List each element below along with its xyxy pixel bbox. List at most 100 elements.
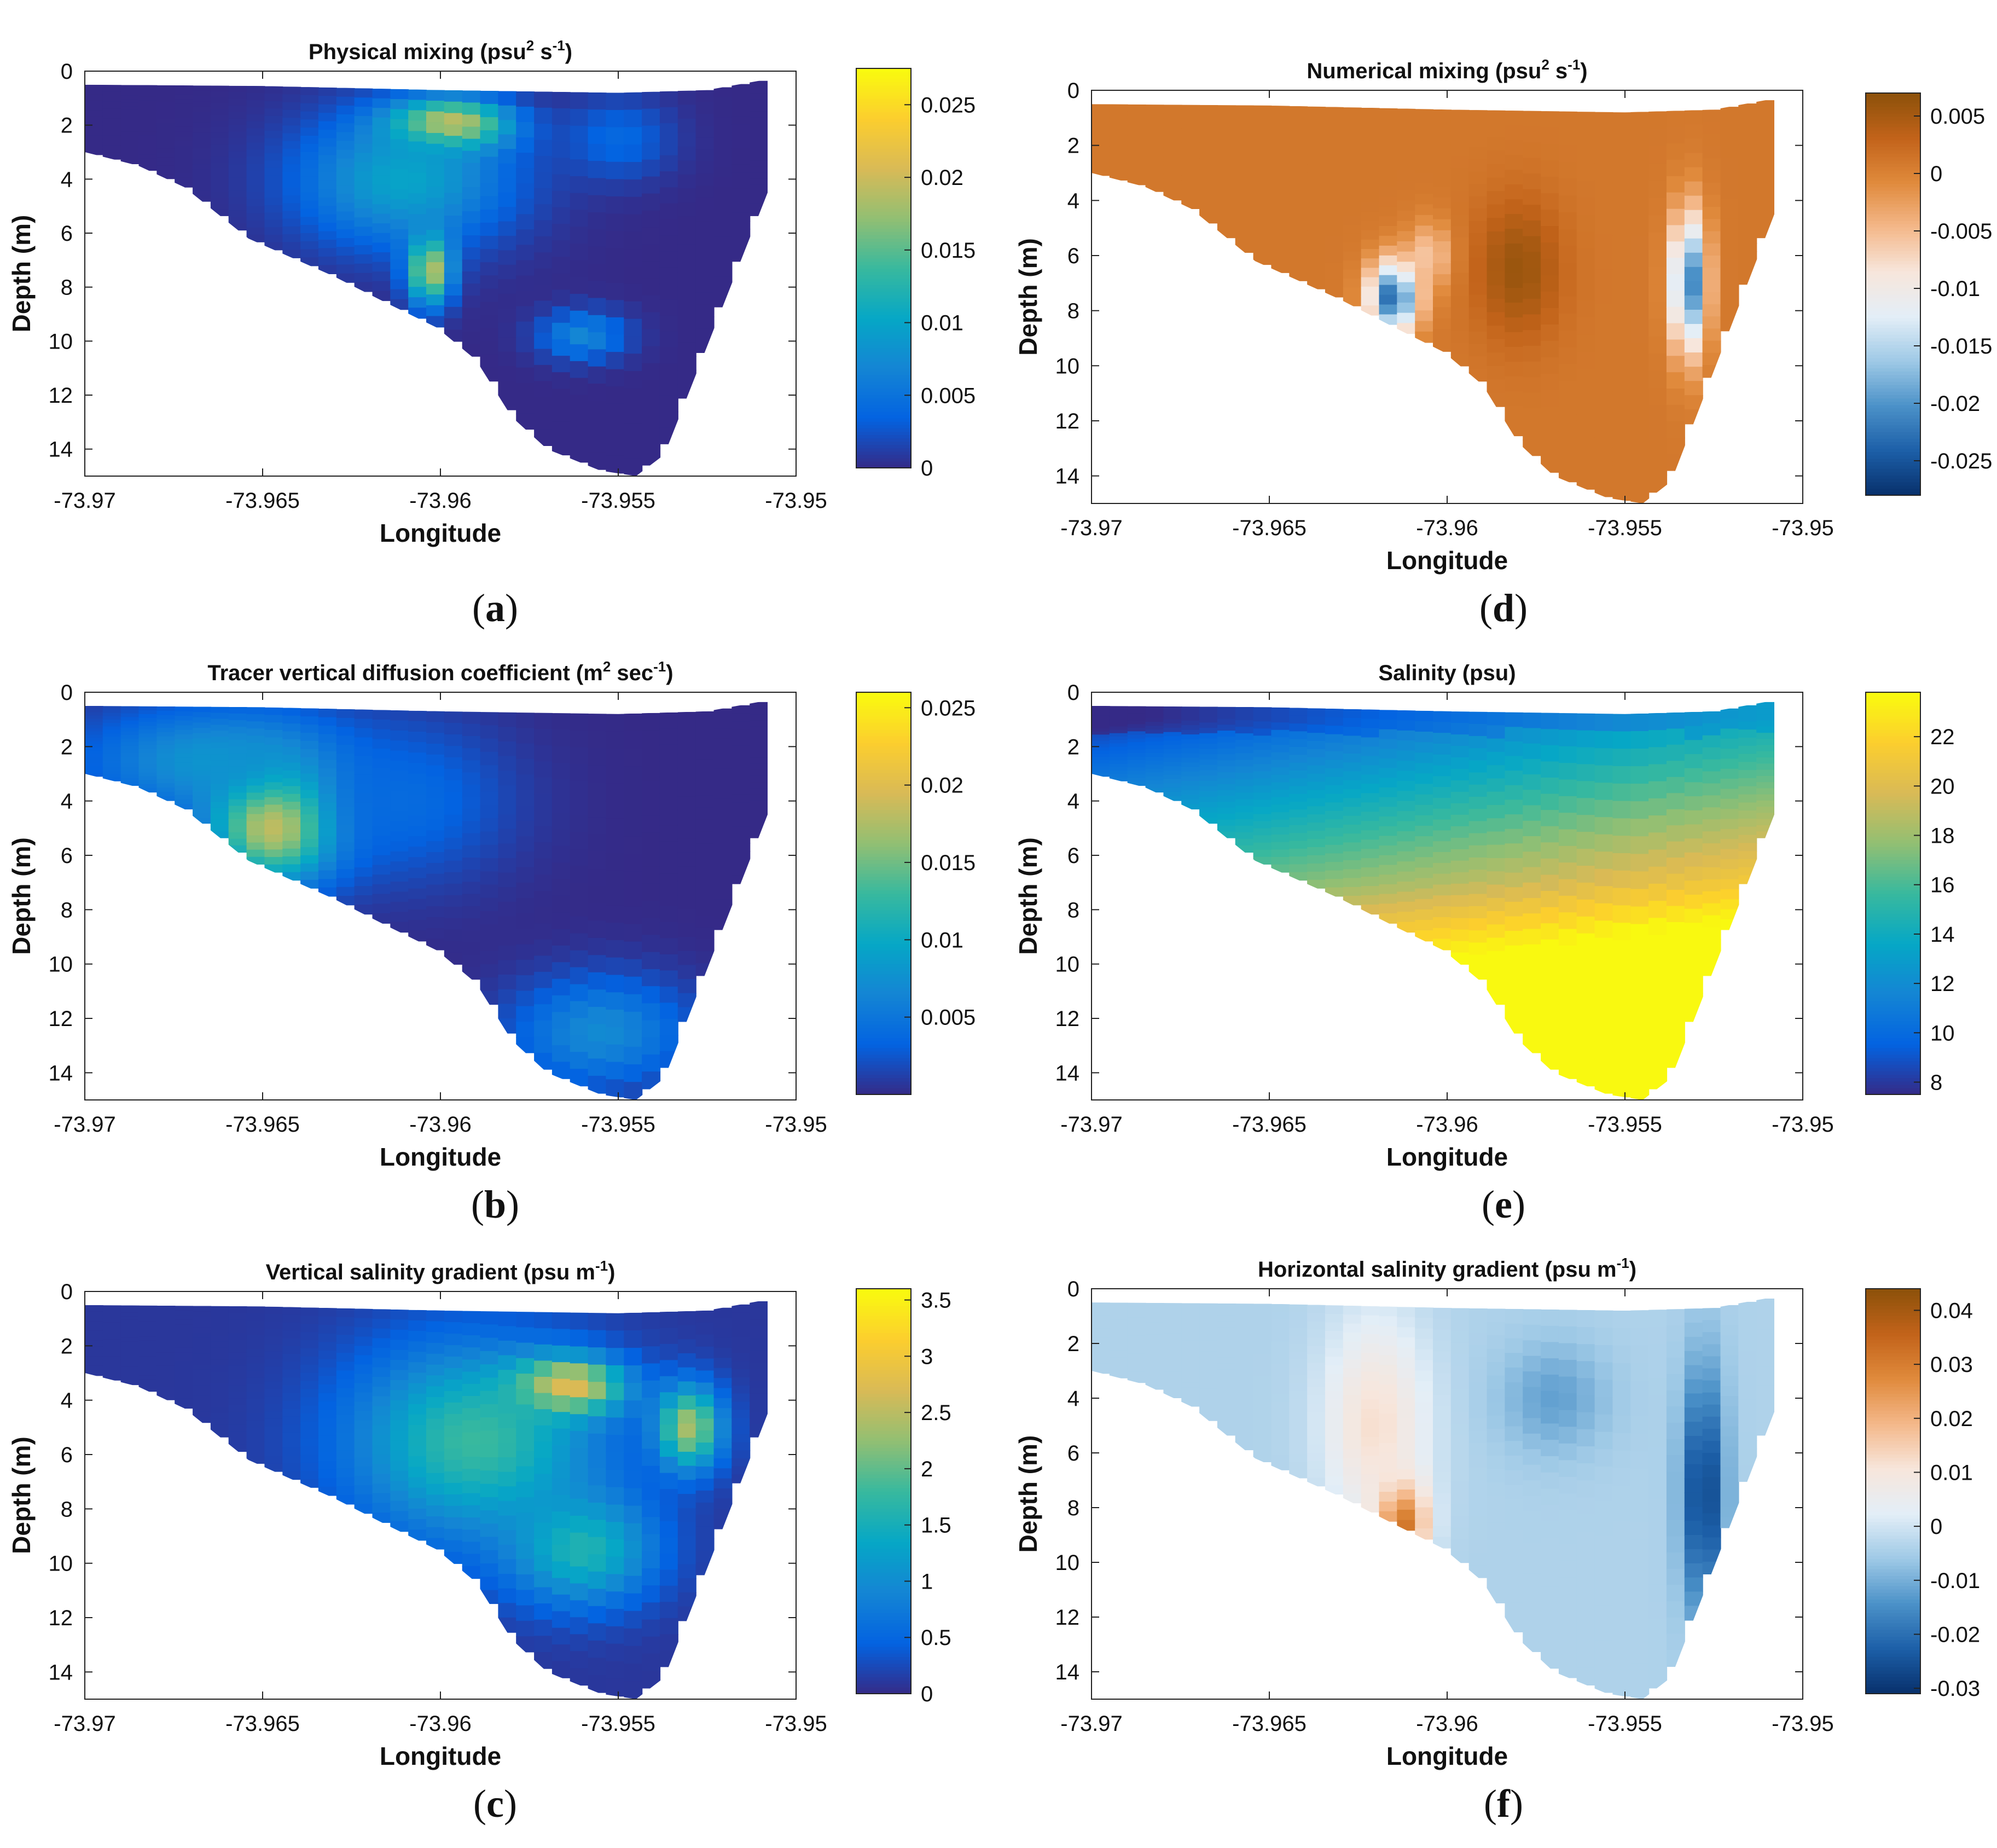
heatmap-cell <box>1092 136 1110 141</box>
heatmap-cell <box>1235 766 1254 774</box>
heatmap-cell <box>1163 195 1182 201</box>
heatmap-cell <box>1253 250 1272 258</box>
colorbar-segment <box>856 1423 911 1428</box>
heatmap-cell <box>606 1678 625 1697</box>
heatmap-cell <box>193 760 212 766</box>
heatmap-cell <box>336 878 355 888</box>
heatmap-cell <box>1415 162 1434 173</box>
heatmap-cell <box>1702 292 1721 305</box>
colorbar-tick-label: 0 <box>921 456 933 480</box>
heatmap-cell <box>677 328 696 343</box>
heatmap-cell <box>1468 954 1488 968</box>
heatmap-cell <box>1163 121 1182 127</box>
heatmap-cell <box>1092 172 1110 176</box>
heatmap-cell <box>1756 782 1775 789</box>
heatmap-cell <box>642 935 661 953</box>
y-tick-label: 6 <box>1067 244 1079 268</box>
heatmap-cell <box>1343 206 1362 216</box>
heatmap-cell <box>193 106 212 113</box>
heatmap-cell <box>175 1343 194 1348</box>
heatmap-cell <box>570 361 589 379</box>
heatmap-cell <box>606 783 625 802</box>
heatmap-cell <box>102 108 121 113</box>
heatmap-cell <box>1145 761 1164 766</box>
heatmap-cell <box>713 738 733 750</box>
heatmap-cell <box>677 300 696 315</box>
heatmap-cell <box>1541 842 1560 860</box>
colorbar-segment <box>856 1464 911 1468</box>
colorbar-segment <box>1866 408 1920 412</box>
heatmap-cell <box>1541 160 1560 178</box>
heatmap-cell <box>1558 729 1577 747</box>
heatmap-cell <box>570 412 589 429</box>
heatmap-cell <box>1594 164 1613 183</box>
heatmap-cell <box>750 819 769 826</box>
heatmap-cell <box>1092 750 1110 755</box>
heatmap-cell <box>1181 199 1200 205</box>
heatmap-cell <box>175 716 194 721</box>
heatmap-cell <box>1289 739 1308 748</box>
colorbar-segment <box>856 414 911 419</box>
heatmap-cell <box>1594 426 1613 445</box>
colorbar-segment <box>1866 264 1920 268</box>
heatmap-cell <box>1523 836 1542 853</box>
heatmap-cell <box>372 787 391 798</box>
heatmap-cell <box>138 749 158 754</box>
heatmap-cell <box>659 1311 678 1329</box>
colorbar-segment <box>1866 374 1920 379</box>
heatmap-cell <box>695 1334 715 1347</box>
x-tick-label: -73.95 <box>765 1113 827 1137</box>
heatmap-cell <box>1523 898 1542 914</box>
heatmap-cell <box>372 865 391 876</box>
heatmap-cell <box>1433 798 1452 809</box>
colorbar-segment <box>856 1087 911 1092</box>
heatmap-cell <box>408 1508 427 1520</box>
heatmap-cell <box>1397 780 1416 792</box>
heatmap-cell <box>1738 754 1757 763</box>
heatmap-cell <box>624 127 643 146</box>
heatmap-cell <box>659 858 678 874</box>
heatmap-cell <box>1487 339 1506 354</box>
colorbar-segment <box>856 431 911 435</box>
heatmap-cell <box>175 729 194 735</box>
heatmap-cell <box>390 1410 409 1421</box>
heatmap-cell <box>552 796 571 814</box>
heatmap-cell <box>498 727 517 743</box>
heatmap-cell <box>138 1329 158 1334</box>
heatmap-cell <box>1379 729 1398 740</box>
heatmap-cell <box>750 813 769 820</box>
heatmap-cell <box>1397 170 1416 181</box>
heatmap-cell <box>1558 779 1577 797</box>
heatmap-cell <box>354 143 373 154</box>
colorbar-segment <box>856 735 911 740</box>
heatmap-cell <box>210 1312 229 1319</box>
heatmap-cell <box>516 199 535 215</box>
heatmap-cell <box>534 1619 553 1637</box>
heatmap-cell <box>85 747 103 751</box>
colorbar-segment <box>1866 368 1920 372</box>
heatmap-cell <box>1397 821 1416 832</box>
heatmap-cell <box>175 1389 194 1395</box>
colorbar-segment <box>856 1319 911 1323</box>
heatmap-cell <box>480 818 499 832</box>
heatmap-cell <box>1505 727 1524 743</box>
heatmap-cell <box>390 219 409 230</box>
heatmap-cell <box>1541 242 1560 260</box>
heatmap-cell <box>1397 241 1416 252</box>
heatmap-cell <box>1127 144 1146 149</box>
heatmap-cell <box>228 825 247 833</box>
heatmap-cell <box>1738 713 1757 722</box>
heatmap-cell <box>408 1393 427 1405</box>
heatmap-cell <box>354 839 373 850</box>
heatmap-cell <box>1289 153 1308 163</box>
x-axis-label: Longitude <box>380 519 501 547</box>
heatmap-cell <box>193 1391 212 1397</box>
heatmap-cell <box>282 817 301 826</box>
heatmap-cell <box>750 1412 769 1419</box>
heatmap-cell <box>1361 895 1380 906</box>
heatmap-cell <box>1594 444 1613 462</box>
heatmap-cell <box>426 208 445 220</box>
heatmap-cell <box>138 757 158 762</box>
heatmap-cell <box>408 224 427 236</box>
heatmap-cell <box>354 821 373 831</box>
